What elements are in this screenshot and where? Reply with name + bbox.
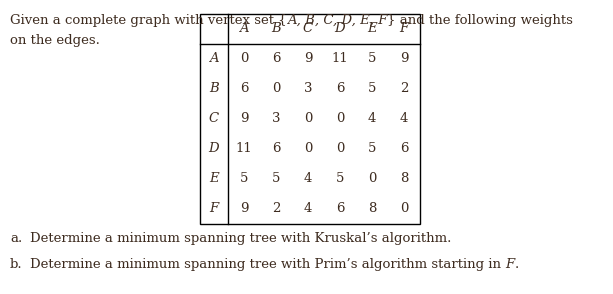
- Text: 6: 6: [240, 83, 248, 96]
- Text: 0: 0: [336, 113, 344, 126]
- Text: B: B: [209, 83, 219, 96]
- Text: 0: 0: [272, 83, 280, 96]
- Text: F: F: [210, 203, 219, 216]
- Text: E: E: [367, 23, 377, 36]
- Text: E: E: [209, 173, 219, 186]
- Text: 0: 0: [368, 173, 376, 186]
- Text: B: B: [271, 23, 281, 36]
- Text: 9: 9: [304, 53, 312, 66]
- Text: 0: 0: [400, 203, 408, 216]
- Text: 5: 5: [336, 173, 344, 186]
- Text: C: C: [209, 113, 219, 126]
- Text: 2: 2: [400, 83, 408, 96]
- Text: 2: 2: [272, 203, 280, 216]
- Text: 5: 5: [368, 53, 376, 66]
- Text: 4: 4: [304, 203, 312, 216]
- Text: on the edges.: on the edges.: [10, 34, 100, 47]
- Text: A: A: [239, 23, 249, 36]
- Text: 9: 9: [240, 113, 248, 126]
- Text: 6: 6: [272, 143, 280, 156]
- Text: C: C: [303, 23, 313, 36]
- Text: 6: 6: [272, 53, 280, 66]
- Text: Determine a minimum spanning tree with Kruskal’s algorithm.: Determine a minimum spanning tree with K…: [30, 232, 451, 245]
- Text: 5: 5: [368, 143, 376, 156]
- Text: D: D: [208, 143, 219, 156]
- Text: 5: 5: [272, 173, 280, 186]
- Text: 8: 8: [368, 203, 376, 216]
- Text: 6: 6: [400, 143, 408, 156]
- Text: D: D: [335, 23, 345, 36]
- Text: A, B, C, D, E, F: A, B, C, D, E, F: [287, 14, 387, 27]
- Text: 0: 0: [240, 53, 248, 66]
- Text: a.: a.: [10, 232, 22, 245]
- Text: 11: 11: [332, 53, 348, 66]
- Text: 4: 4: [400, 113, 408, 126]
- Text: 0: 0: [304, 143, 312, 156]
- Text: 6: 6: [336, 203, 345, 216]
- Text: 9: 9: [240, 203, 248, 216]
- Text: F: F: [505, 258, 514, 271]
- Text: 8: 8: [400, 173, 408, 186]
- Text: } and the following weights: } and the following weights: [387, 14, 573, 27]
- Text: 6: 6: [336, 83, 345, 96]
- Text: F: F: [400, 23, 409, 36]
- Bar: [200, 14, 420, 224]
- Text: Determine a minimum spanning tree with Prim’s algorithm starting in: Determine a minimum spanning tree with P…: [30, 258, 505, 271]
- Text: 11: 11: [235, 143, 253, 156]
- Text: 5: 5: [368, 83, 376, 96]
- Text: 3: 3: [272, 113, 280, 126]
- Text: 0: 0: [336, 143, 344, 156]
- Text: 0: 0: [304, 113, 312, 126]
- Text: 4: 4: [368, 113, 376, 126]
- Text: 9: 9: [400, 53, 408, 66]
- Text: A: A: [209, 53, 219, 66]
- Text: Given a complete graph with vertex set {: Given a complete graph with vertex set {: [10, 14, 287, 27]
- Text: 5: 5: [240, 173, 248, 186]
- Text: 3: 3: [304, 83, 312, 96]
- Text: .: .: [514, 258, 519, 271]
- Text: 4: 4: [304, 173, 312, 186]
- Text: b.: b.: [10, 258, 23, 271]
